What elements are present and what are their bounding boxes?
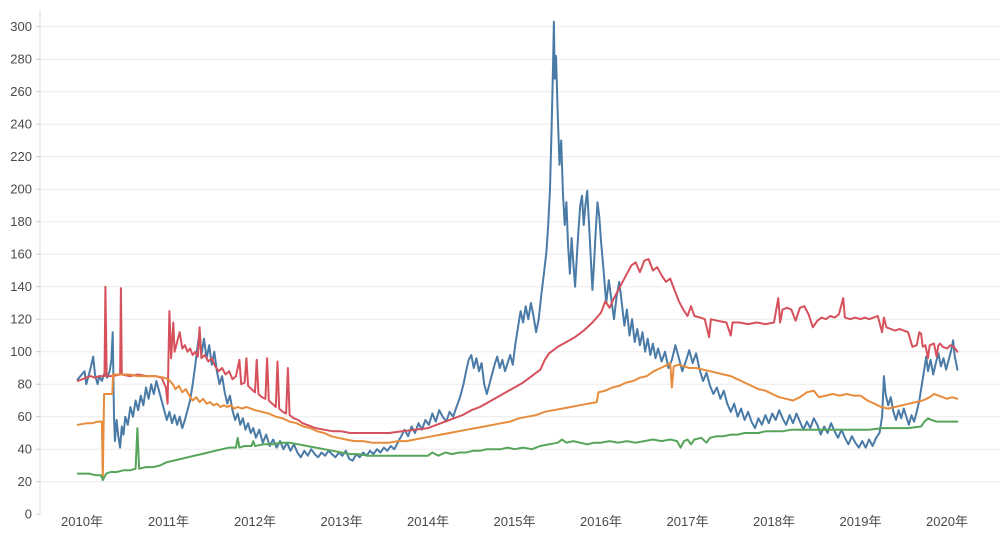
y-axis-tick-labels: 0 20 40 60 80 100 120 140 160 180 200 220 240 260 280 3… — [10, 19, 32, 522]
series-blue-line — [76, 20, 959, 462]
y-tick-label-280: 280 — [10, 52, 32, 67]
y-tick-label-140: 140 — [10, 279, 32, 294]
y-axis-ticks — [36, 26, 40, 515]
x-tick-label-2016: 2016年 — [580, 514, 622, 529]
y-tick-label-100: 100 — [10, 344, 32, 359]
y-tick-label-220: 220 — [10, 149, 32, 164]
y-tick-label-80: 80 — [18, 377, 32, 392]
y-tick-label-300: 300 — [10, 19, 32, 34]
x-tick-label-2019: 2019年 — [840, 514, 882, 529]
series-red-line — [76, 258, 959, 434]
x-tick-label-2012: 2012年 — [234, 514, 276, 529]
series-group — [76, 20, 959, 482]
y-gridlines — [40, 26, 1000, 483]
x-tick-label-2010: 2010年 — [61, 514, 103, 529]
x-tick-label-2014: 2014年 — [407, 514, 449, 529]
y-tick-label-180: 180 — [10, 214, 32, 229]
y-tick-label-0: 0 — [25, 507, 32, 522]
y-tick-label-260: 260 — [10, 84, 32, 99]
y-tick-label-160: 160 — [10, 247, 32, 262]
x-axis-tick-labels: 2010年 2011年 2012年 2013年 2014年 2015年 2016年 2017年… — [61, 514, 968, 529]
y-tick-label-240: 240 — [10, 117, 32, 132]
x-tick-label-2017: 2017年 — [667, 514, 709, 529]
series-orange-line — [76, 362, 959, 480]
x-tick-label-2015: 2015年 — [494, 514, 536, 529]
y-tick-label-120: 120 — [10, 312, 32, 327]
series-green-line — [76, 417, 959, 482]
x-tick-label-2013: 2013年 — [321, 514, 363, 529]
x-tick-label-2018: 2018年 — [753, 514, 795, 529]
x-tick-label-2020: 2020年 — [926, 514, 968, 529]
y-tick-label-200: 200 — [10, 182, 32, 197]
x-tick-label-2011: 2011年 — [148, 514, 189, 529]
y-tick-label-40: 40 — [18, 442, 32, 457]
y-tick-label-60: 60 — [18, 409, 32, 424]
y-tick-label-20: 20 — [18, 474, 32, 489]
